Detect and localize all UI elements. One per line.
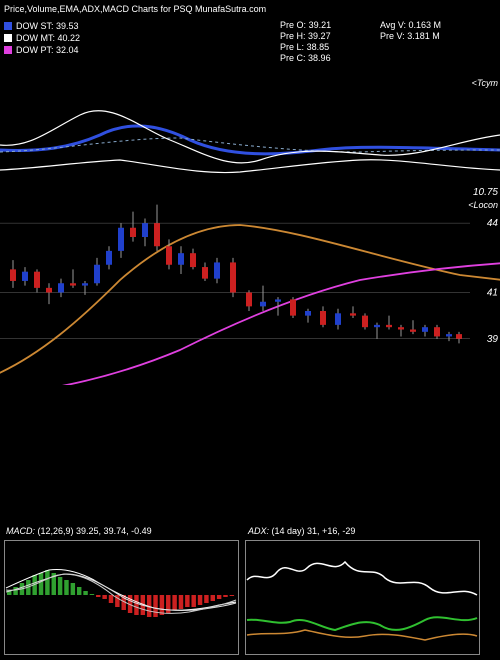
prev-o-k: Pre bbox=[280, 20, 294, 30]
prev-l-k: Pre bbox=[280, 42, 294, 52]
legend-pt: DOW PT: 32.04 bbox=[4, 44, 80, 56]
adx-params: (14 day) 31, +16, -29 bbox=[272, 526, 356, 536]
macd-title: MACD: (12,26,9) 39.25, 39.74, -0.49 bbox=[6, 526, 152, 536]
legend-mt-label: DOW MT: bbox=[16, 33, 55, 43]
macd-prefix: MACD: bbox=[6, 526, 35, 536]
chart-title: Price,Volume,EMA,ADX,MACD Charts for PSQ… bbox=[4, 4, 266, 14]
prev-c-l: C: bbox=[297, 53, 306, 63]
price-panel: 39 41 44 bbox=[0, 200, 500, 385]
svg-text:10.75: 10.75 bbox=[473, 187, 498, 198]
avg-vol: Avg V: 0.163 M Pre V: 3.181 M bbox=[380, 20, 441, 42]
legend-st-swatch bbox=[4, 22, 12, 30]
prev-k: Pre V: bbox=[380, 31, 405, 41]
legend-mt: DOW MT: 40.22 bbox=[4, 32, 80, 44]
adx-prefix: ADX: bbox=[248, 526, 269, 536]
prev-o-l: O: bbox=[297, 20, 307, 30]
svg-text:44: 44 bbox=[487, 218, 499, 229]
prev-h-k: Pre bbox=[280, 31, 294, 41]
prev-o-v: 39.21 bbox=[309, 20, 332, 30]
macd-params: (12,26,9) 39.25, 39.74, -0.49 bbox=[38, 526, 152, 536]
legend-block: DOW ST: 39.53 DOW MT: 40.22 DOW PT: 32.0… bbox=[4, 20, 80, 56]
prev-ohlc: Pre O: 39.21 Pre H: 39.27 Pre L: 38.85 P… bbox=[280, 20, 331, 64]
prev-h-l: H: bbox=[297, 31, 306, 41]
avgv-k: Avg V: bbox=[380, 20, 406, 30]
legend-pt-swatch bbox=[4, 46, 12, 54]
legend-st-value: 39.53 bbox=[56, 21, 79, 31]
svg-text:39: 39 bbox=[487, 334, 499, 345]
adx-chart bbox=[245, 540, 480, 655]
legend-st: DOW ST: 39.53 bbox=[4, 20, 80, 32]
legend-mt-value: 40.22 bbox=[58, 33, 81, 43]
legend-pt-label: DOW PT: bbox=[16, 45, 54, 55]
prev-c-v: 38.96 bbox=[308, 53, 331, 63]
prev-l-l: L: bbox=[297, 42, 305, 52]
macd-chart bbox=[4, 540, 239, 655]
avgv-v: 0.163 M bbox=[409, 20, 442, 30]
prev-h-v: 39.27 bbox=[308, 31, 331, 41]
prev-v: 3.181 M bbox=[407, 31, 440, 41]
macd-panel bbox=[4, 540, 239, 655]
upper-panel: 10.75 bbox=[0, 80, 500, 200]
prev-c-k: Pre bbox=[280, 53, 294, 63]
adx-title: ADX: (14 day) 31, +16, -29 bbox=[248, 526, 355, 536]
prev-l-v: 38.85 bbox=[307, 42, 330, 52]
legend-st-label: DOW ST: bbox=[16, 21, 54, 31]
adx-panel bbox=[245, 540, 480, 655]
legend-pt-value: 32.04 bbox=[56, 45, 79, 55]
svg-text:41: 41 bbox=[487, 288, 498, 299]
legend-mt-swatch bbox=[4, 34, 12, 42]
